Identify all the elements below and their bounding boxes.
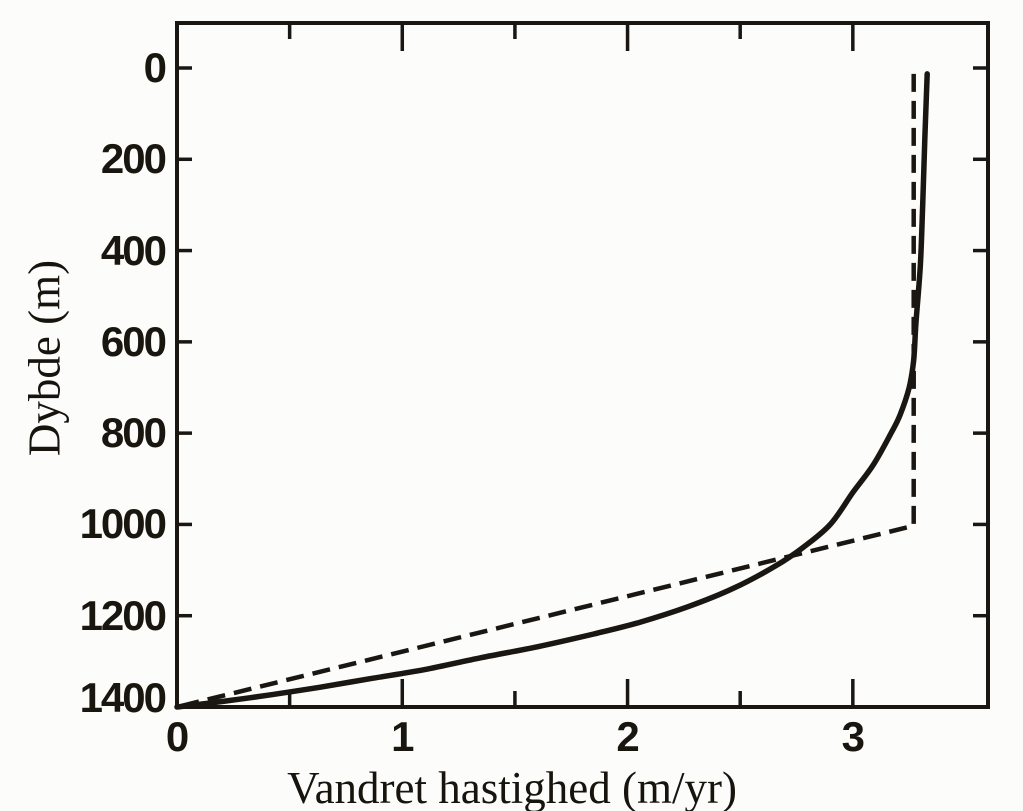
y-tick-label: 1400 xyxy=(79,674,167,721)
x-axis-title: Vandret hastighed (m/yr) xyxy=(287,763,737,811)
x-tick-label: 1 xyxy=(391,713,414,760)
series-dashed-curve xyxy=(176,73,916,710)
y-tick-label: 1200 xyxy=(79,591,167,639)
x-tick-label: 2 xyxy=(616,713,639,760)
y-tick-label: 600 xyxy=(100,317,167,365)
y-tick-label: 0 xyxy=(143,44,167,91)
series-solid-curve xyxy=(174,71,930,710)
y-axis-title: Dybde (m) xyxy=(19,259,70,457)
y-tick-label: 400 xyxy=(100,226,167,274)
y-tick-label: 1000 xyxy=(79,500,167,548)
y-tick-label: 200 xyxy=(100,135,167,183)
y-tick-label: 800 xyxy=(100,409,167,457)
axes-frame xyxy=(175,21,990,709)
x-tick-label: 0 xyxy=(165,713,189,760)
x-tick-label: 3 xyxy=(841,713,865,760)
